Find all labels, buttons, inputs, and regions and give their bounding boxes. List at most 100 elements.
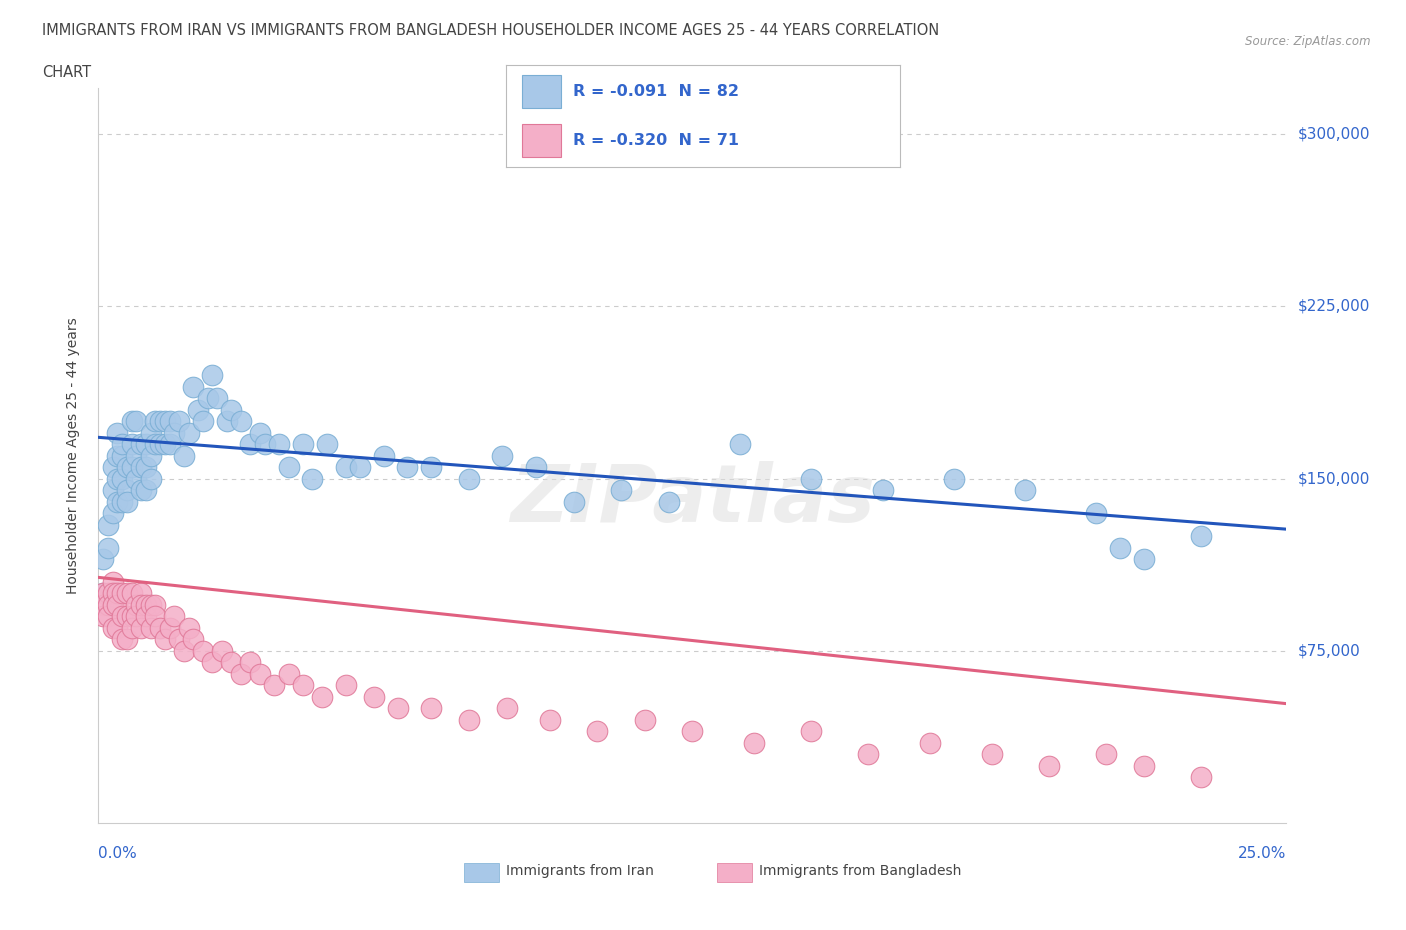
Point [139,472,162,486]
Text: Immigrants from Iran: Immigrants from Iran [506,864,654,879]
Point [121,437,143,452]
Point [129,586,152,601]
Text: IMMIGRANTS FROM IRAN VS IMMIGRANTS FROM BANGLADESH HOUSEHOLDER INCOME AGES 25 - : IMMIGRANTS FROM IRAN VS IMMIGRANTS FROM … [42,23,939,38]
Point [101,506,124,521]
Point [458,472,481,486]
Point [145,609,167,624]
Point [121,620,143,635]
Point [101,575,124,590]
Point [942,472,965,486]
Point [211,644,233,658]
Point [1189,528,1212,543]
Point [97,586,120,601]
Point [215,414,238,429]
Point [187,403,209,418]
Point [159,620,181,635]
Point [107,597,129,612]
Point [121,414,143,429]
Point [111,586,134,601]
Point [125,472,148,486]
Point [229,667,252,682]
Point [335,459,357,474]
Point [221,403,243,418]
Point [538,712,561,727]
Point [163,609,186,624]
Point [1109,540,1132,555]
Point [139,620,162,635]
Point [97,609,120,624]
Point [111,448,134,463]
Point [742,736,765,751]
Point [149,437,172,452]
Point [167,632,190,647]
Point [129,459,152,474]
Point [311,689,333,704]
Point [373,448,395,463]
Point [135,597,157,612]
Point [291,678,314,693]
Point [396,459,419,474]
Point [135,437,157,452]
Point [121,586,143,601]
Point [163,425,186,440]
Point [191,414,214,429]
Text: $150,000: $150,000 [1298,472,1369,486]
Point [277,459,299,474]
Point [363,689,385,704]
Point [183,379,205,394]
Text: $300,000: $300,000 [1298,126,1369,141]
Point [263,678,285,693]
Y-axis label: Householder Income Ages 25 - 44 years: Householder Income Ages 25 - 44 years [66,317,80,594]
Point [1133,551,1156,566]
Point [1189,770,1212,785]
Text: 0.0%: 0.0% [98,846,138,861]
Text: $75,000: $75,000 [1298,644,1361,658]
Point [135,483,157,498]
Point [129,597,152,612]
Point [221,655,243,670]
Point [277,667,299,682]
FancyBboxPatch shape [522,125,561,157]
Point [111,494,134,509]
Point [135,609,157,624]
Point [229,414,252,429]
Point [1095,747,1118,762]
Point [980,747,1002,762]
Point [121,459,143,474]
Point [167,414,190,429]
Point [610,483,633,498]
Point [420,701,443,716]
Point [681,724,703,738]
Point [191,644,214,658]
Point [107,494,129,509]
Point [800,724,823,738]
Point [153,437,176,452]
Point [111,632,134,647]
Point [159,437,181,452]
Point [107,472,129,486]
Point [149,620,172,635]
Point [121,609,143,624]
Point [115,483,138,498]
Point [920,736,942,751]
Point [387,701,409,716]
Point [139,425,162,440]
Point [107,425,129,440]
Point [145,414,167,429]
Point [111,609,134,624]
Point [91,586,114,601]
Point [139,448,162,463]
Point [872,483,894,498]
Point [91,609,114,624]
Point [149,414,172,429]
Text: 25.0%: 25.0% [1239,846,1286,861]
Point [129,437,152,452]
Point [111,472,134,486]
Point [101,483,124,498]
Point [125,609,148,624]
Point [91,597,114,612]
Point [177,620,200,635]
Point [301,472,323,486]
Point [1014,483,1036,498]
Point [1085,506,1108,521]
